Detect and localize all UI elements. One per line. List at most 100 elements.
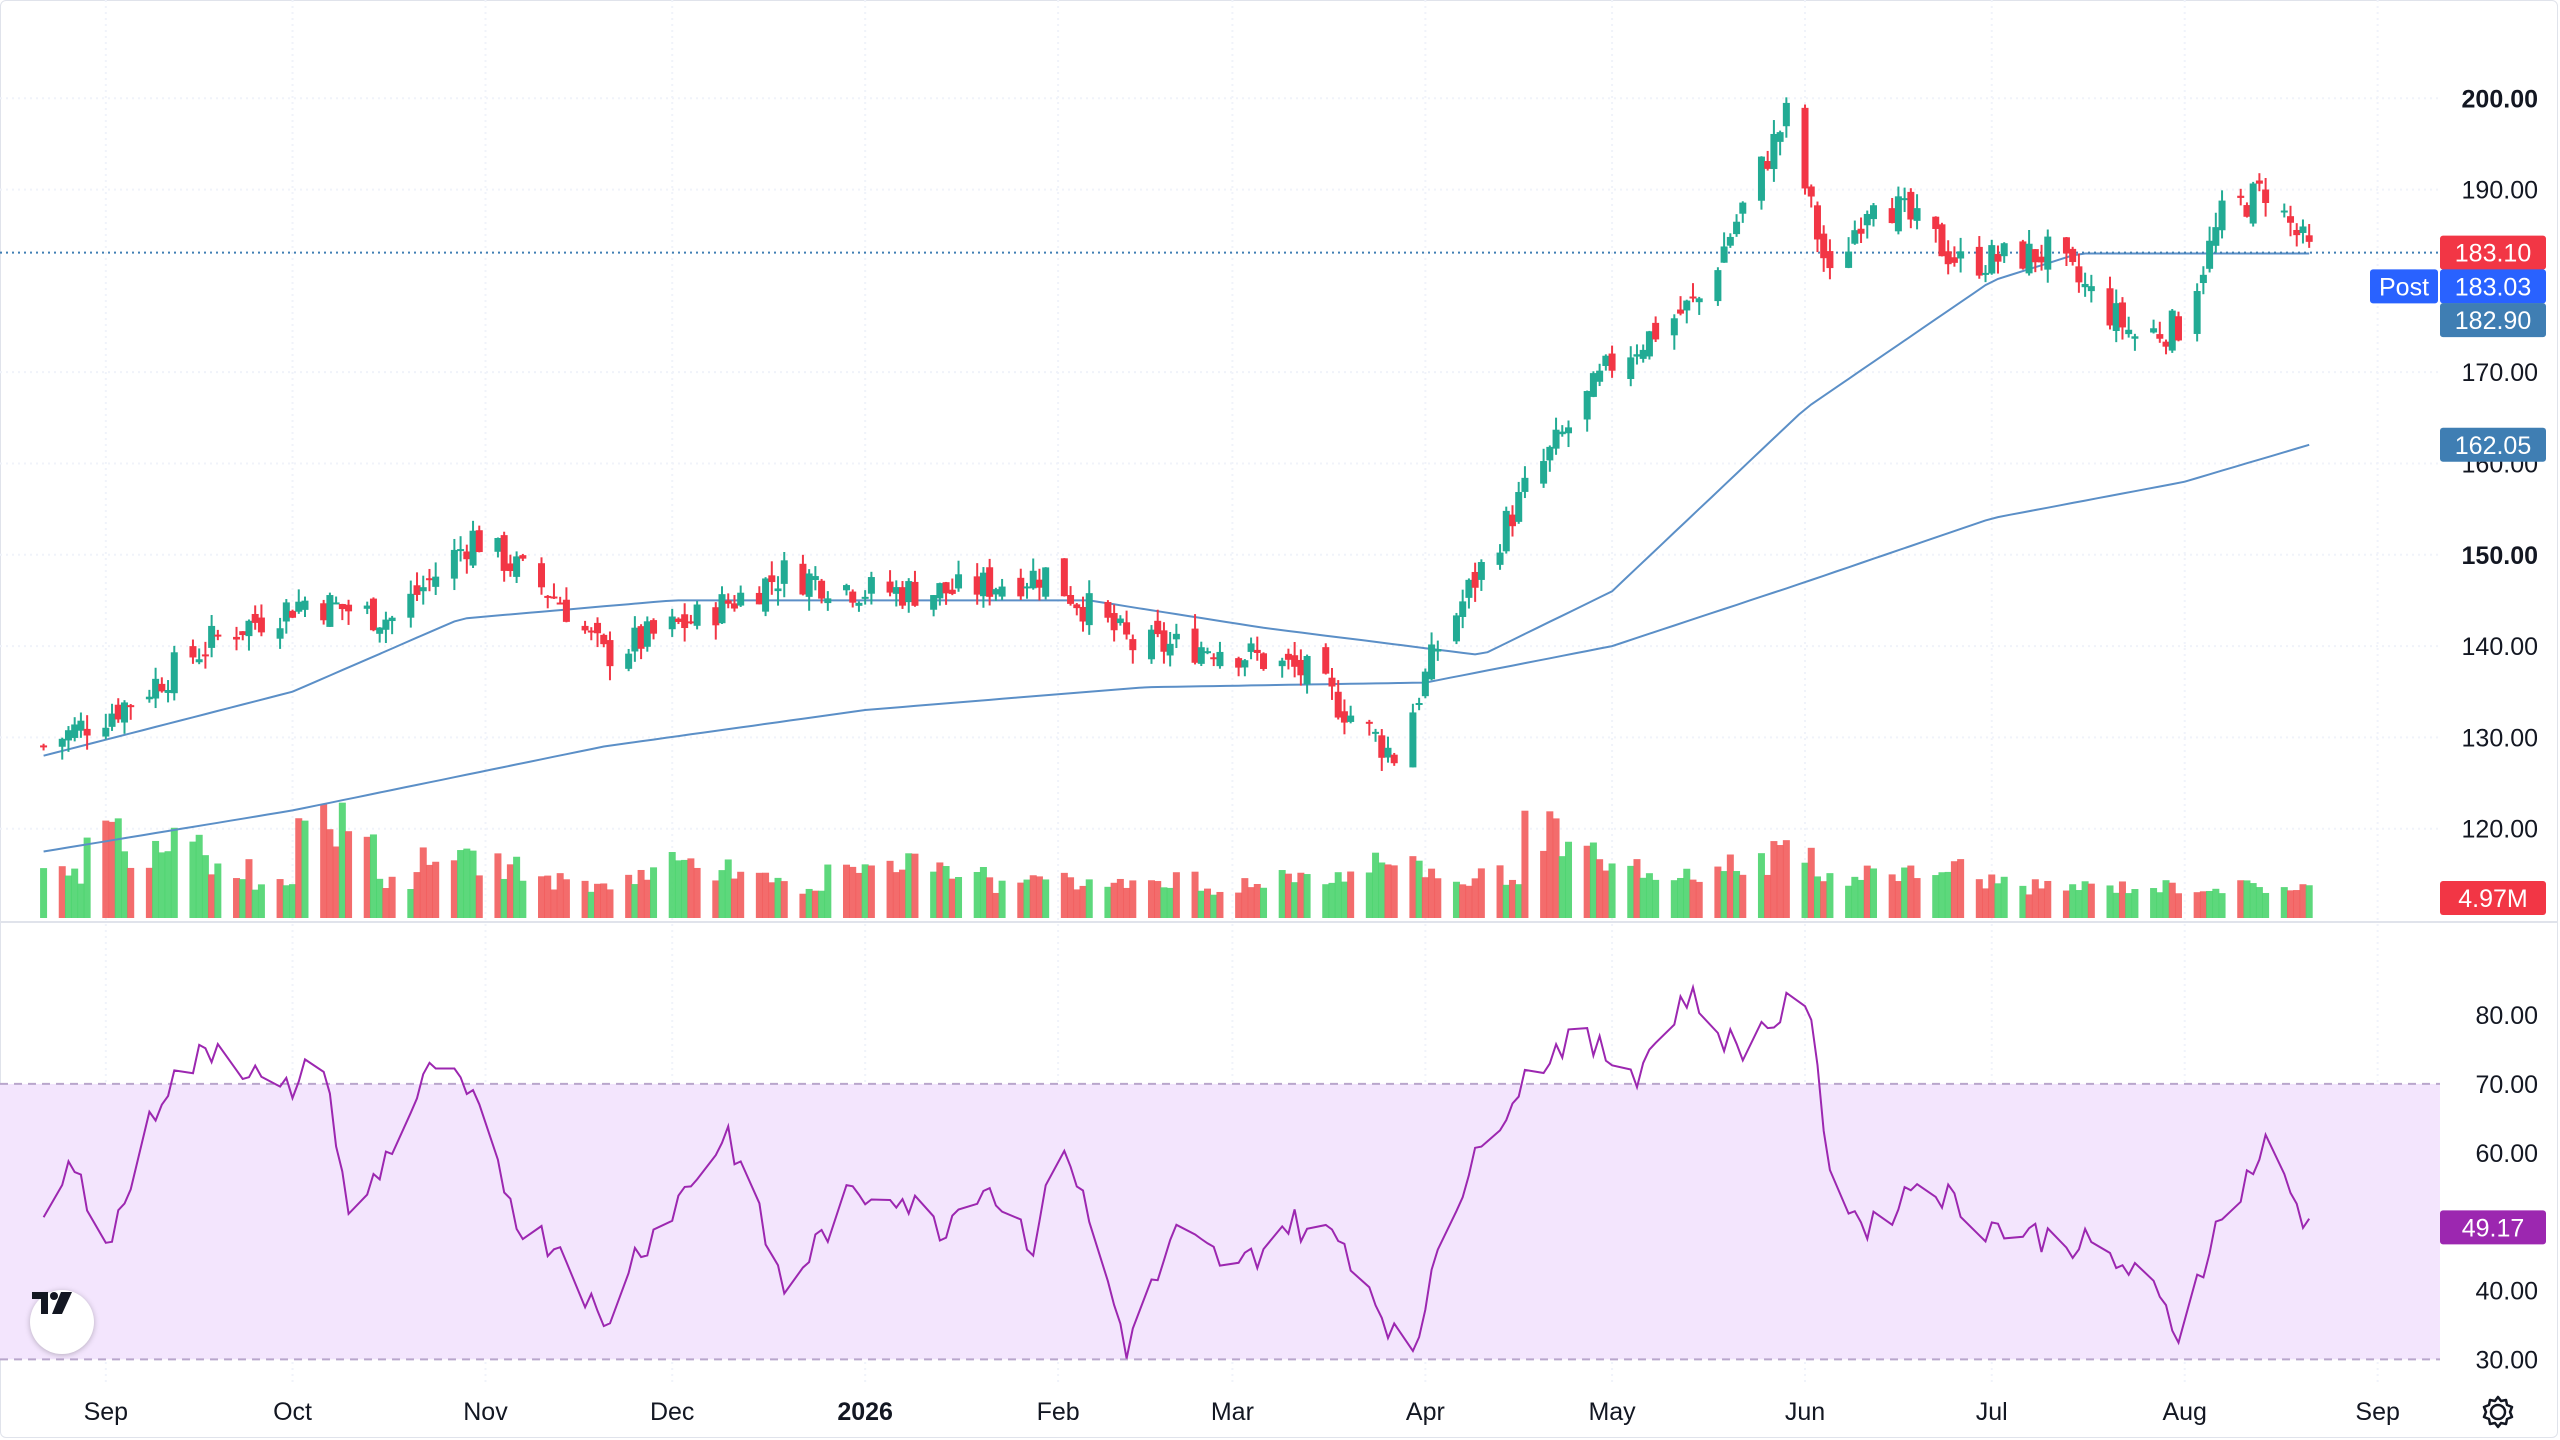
candle-body xyxy=(811,576,819,581)
volume-bar xyxy=(780,881,788,918)
candle-body xyxy=(631,627,639,652)
volume-bar xyxy=(102,820,110,918)
volume-bar xyxy=(513,856,521,918)
volume-bar xyxy=(251,889,259,918)
candle-body xyxy=(687,621,695,624)
price-tags: 183.10 Post 183.03 182.90 162.05 4.97M 49.17 xyxy=(2370,235,2546,1245)
candle-body xyxy=(2019,241,2027,269)
candle-body xyxy=(382,619,390,630)
candle-body xyxy=(1154,620,1162,635)
candle-body xyxy=(1950,257,1958,263)
volume-bar xyxy=(1477,868,1485,918)
candle-body xyxy=(1291,655,1299,667)
candle-body xyxy=(1907,191,1915,220)
candle-body xyxy=(1776,132,1784,142)
volume-bar xyxy=(201,855,209,918)
volume-bar xyxy=(1253,884,1261,918)
candle-body xyxy=(600,634,608,645)
candle-body xyxy=(2062,237,2070,254)
candle-body xyxy=(1421,671,1429,697)
candle-body xyxy=(911,581,919,606)
candle-body xyxy=(108,713,116,727)
volume-bar xyxy=(930,871,938,918)
candle-body xyxy=(867,577,875,594)
volume-bar xyxy=(955,877,963,918)
volume-bar xyxy=(1888,874,1896,918)
candle-body xyxy=(2293,229,2301,236)
candle-body xyxy=(1116,618,1124,624)
time-tick-label: May xyxy=(1588,1398,1636,1426)
post-badge xyxy=(2370,269,2438,304)
candle-body xyxy=(1496,552,1504,565)
candle-body xyxy=(1720,246,1728,263)
candle-body xyxy=(948,589,956,594)
candle-body xyxy=(1365,721,1373,724)
candle-body xyxy=(2262,189,2270,204)
candle-body xyxy=(1303,655,1311,685)
volume-bar xyxy=(973,871,981,918)
candle-body xyxy=(1733,221,1741,235)
volume-bar xyxy=(1565,841,1573,918)
volume-bar xyxy=(805,888,813,918)
volume-bar xyxy=(1552,818,1560,918)
volume-bar xyxy=(712,880,720,918)
volume-bar xyxy=(824,864,832,918)
candle-body xyxy=(376,627,384,634)
candle-body xyxy=(1340,711,1348,723)
volume-bar xyxy=(1079,885,1087,918)
volume-bar xyxy=(108,821,116,918)
candle-body xyxy=(83,728,91,736)
volume-bar xyxy=(1801,862,1809,918)
volume-bar xyxy=(681,859,689,918)
candle-body xyxy=(550,596,558,599)
candle-body xyxy=(637,626,645,649)
volume-bar xyxy=(1944,871,1952,918)
candle-body xyxy=(1029,570,1037,589)
candle-body xyxy=(1372,731,1380,734)
volume-bar xyxy=(556,873,564,918)
price-tick-label: 190.00 xyxy=(2462,177,2538,205)
time-tick-label: Oct xyxy=(273,1398,312,1426)
volume-bar xyxy=(637,869,645,918)
volume-bar xyxy=(2206,890,2214,918)
candle-body xyxy=(1123,622,1131,635)
volume-bar xyxy=(189,841,197,918)
time-tick-label: Feb xyxy=(1037,1398,1080,1426)
gear-icon[interactable] xyxy=(2478,1392,2518,1432)
candle-body xyxy=(1067,595,1075,604)
volume-bar xyxy=(419,847,427,918)
volume-bar xyxy=(2305,885,2313,918)
candle-body xyxy=(774,588,782,592)
candle-body xyxy=(1857,228,1865,234)
candle-body xyxy=(1869,205,1877,220)
candle-body xyxy=(538,563,546,588)
candle-body xyxy=(1639,349,1647,359)
candle-body xyxy=(1428,644,1436,680)
volume-bar xyxy=(1428,868,1436,918)
candle-body xyxy=(643,621,651,647)
volume-bar xyxy=(1110,882,1118,918)
tradingview-logo-icon[interactable] xyxy=(30,1290,94,1354)
volume-bar xyxy=(2087,883,2095,918)
candle-body xyxy=(345,604,353,612)
candle-body xyxy=(1764,161,1772,169)
candle-body xyxy=(58,738,66,747)
volume-bar xyxy=(363,836,371,918)
volume-bar xyxy=(1857,879,1865,918)
volume-bar xyxy=(2081,881,2089,918)
volume-bar xyxy=(1975,879,1983,918)
candle-body xyxy=(102,727,110,737)
volume-bar xyxy=(1471,878,1479,918)
volume-bar xyxy=(2062,890,2070,918)
candle-body xyxy=(930,595,938,610)
volume-bar xyxy=(718,870,726,918)
time-axis[interactable]: Sep Oct Nov Dec 2026 Feb Mar Apr May Jun Jul Aug Sep xyxy=(84,1398,2400,1426)
candle-body xyxy=(1994,254,2002,262)
volume-bar xyxy=(376,878,384,918)
candle-body xyxy=(1602,355,1610,366)
volume-bar xyxy=(1085,879,1093,918)
volume-bar xyxy=(413,872,421,918)
candle-body xyxy=(824,598,832,604)
